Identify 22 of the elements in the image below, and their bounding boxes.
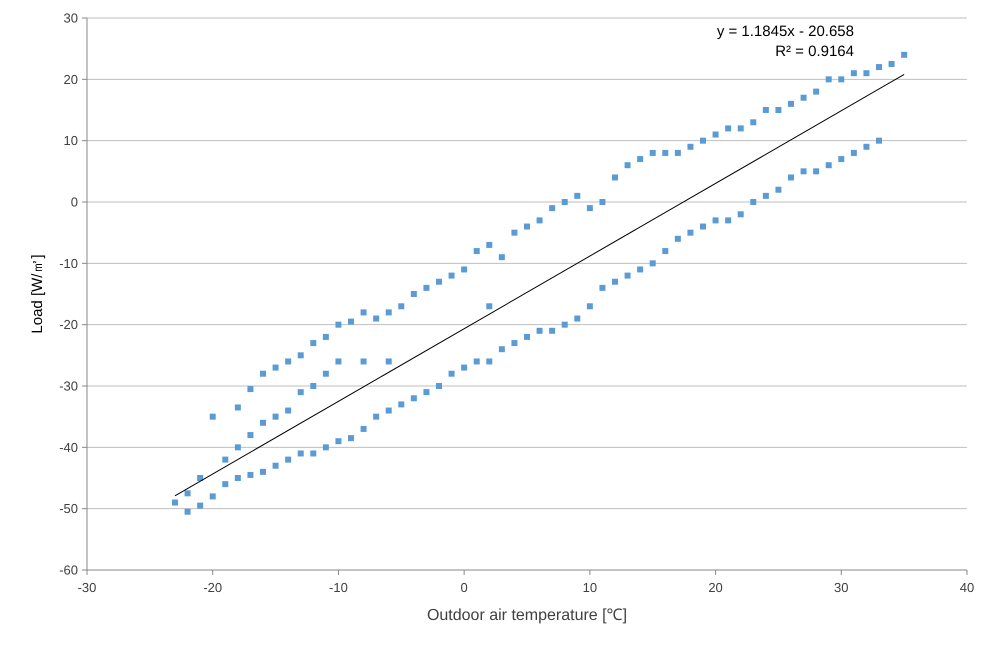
y-tick-label: -10 (59, 256, 78, 271)
y-tick-label: -30 (59, 378, 78, 394)
x-tick-label: 10 (582, 580, 598, 595)
y-tick-label: -20 (59, 317, 78, 332)
x-tick-label: -30 (78, 580, 96, 595)
x-tick-label: -20 (203, 580, 222, 595)
x-tick-label: 30 (834, 580, 849, 595)
x-tick-label: 0 (460, 580, 468, 595)
y-tick-label: 30 (64, 10, 78, 26)
annotation: R² = 0.9164 (775, 43, 854, 60)
x-tick-label: 20 (708, 580, 723, 595)
y-tick-label: 20 (64, 72, 78, 87)
y-tick-label: -60 (59, 562, 78, 578)
y-tick-label: -50 (59, 501, 78, 516)
y-tick-label: -40 (59, 440, 78, 455)
x-tick-label: -10 (329, 580, 348, 595)
x-tick-label: 40 (960, 580, 974, 595)
y-tick-label: 0 (70, 194, 78, 210)
y-axis-title: Load [W/㎡] (29, 254, 46, 334)
annotation: y = 1.1845x - 20.658 (716, 23, 854, 40)
x-axis-title: Outdoor air temperature [℃] (426, 607, 628, 624)
y-tick-label: 10 (64, 133, 78, 148)
